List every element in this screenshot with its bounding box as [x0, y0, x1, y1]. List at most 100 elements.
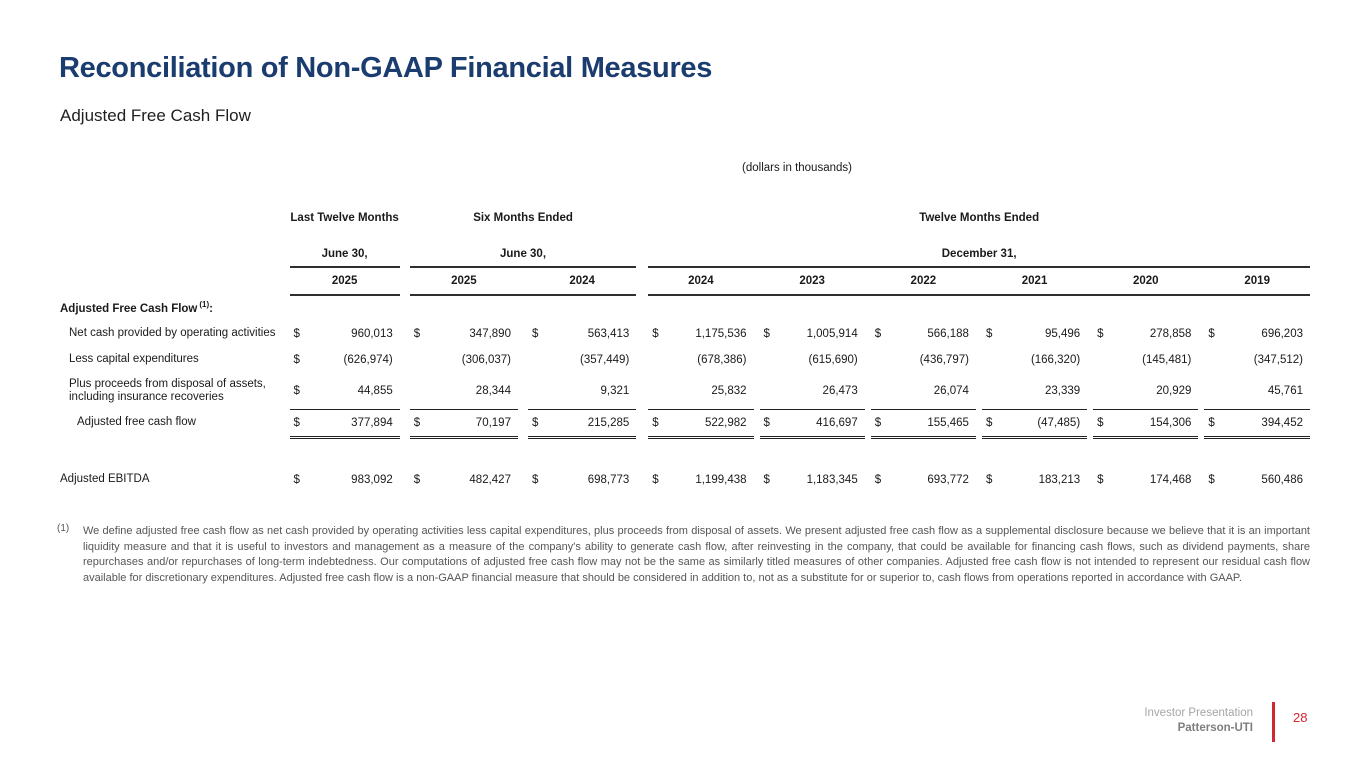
- currency-symbol: $: [1097, 474, 1104, 486]
- year-header: 2021: [981, 267, 1088, 296]
- cell-value: 482,427: [469, 474, 511, 486]
- currency-symbol: $: [293, 384, 300, 397]
- row-label: Adjusted free cash flow: [77, 416, 196, 429]
- spacer-cell: [518, 409, 528, 437]
- spacer-cell: [518, 347, 528, 373]
- year-header: 2024: [528, 267, 637, 296]
- table-row: Plus proceeds from disposal of assets, i…: [60, 373, 1310, 409]
- cell-value: 696,203: [1261, 328, 1303, 340]
- currency-symbol: $: [413, 474, 421, 486]
- cell-value: 26,473: [822, 384, 858, 397]
- currency-symbol: $: [293, 474, 300, 486]
- cell-value: (626,974): [343, 354, 393, 366]
- spacer-cell: [518, 373, 528, 409]
- year-header: 2020: [1093, 267, 1199, 296]
- cell-value: 23,339: [1044, 384, 1081, 397]
- currency-cell-empty: [871, 347, 888, 373]
- cell-value: 693,772: [927, 474, 969, 486]
- spacer-cell: [400, 321, 410, 347]
- spacer-cell: [1087, 267, 1094, 296]
- currency-symbol: $: [413, 328, 421, 340]
- year-header: 2019: [1204, 267, 1310, 296]
- footnote-marker: (1): [57, 523, 70, 534]
- col-group-date: June 30,: [409, 240, 637, 268]
- spacer-cell: [753, 267, 760, 296]
- currency-cell-empty: [982, 347, 999, 373]
- currency-cell-empty: [760, 347, 777, 373]
- spacer-cell: [518, 321, 528, 347]
- currency-cell-empty: [1093, 373, 1110, 409]
- currency-cell-empty: [528, 373, 546, 409]
- year-header: 2025: [409, 267, 518, 296]
- row-label: Less capital expenditures: [69, 353, 199, 366]
- spacer-cell: [400, 373, 410, 409]
- currency-symbol: $: [652, 474, 659, 486]
- spacer-cell: [400, 466, 410, 494]
- currency-cell-empty: [410, 347, 428, 373]
- spacer-cell: [400, 267, 410, 295]
- table-row-total: Adjusted free cash flow $ 377,894 $ 70,1…: [60, 408, 1310, 439]
- spacer-row: [60, 437, 1310, 466]
- section-label: Adjusted Free Cash Flow: [60, 303, 198, 316]
- header-row-years: 2025 2025 2024 2024 2023 2022 2021 2020 …: [60, 267, 1310, 296]
- spacer-cell: [636, 466, 648, 494]
- table-row: Net cash provided by operating activitie…: [60, 321, 1310, 347]
- spacer-cell: [636, 347, 648, 373]
- spacer-cell: [517, 267, 528, 296]
- row-label: Plus proceeds from disposal of assets, i…: [69, 377, 266, 403]
- row-label: Adjusted EBITDA: [60, 473, 150, 486]
- cell-value: 377,894: [307, 408, 400, 439]
- spacer-cell: [636, 373, 648, 409]
- cell-value: 1,175,536: [695, 328, 747, 340]
- currency-symbol: $: [289, 408, 308, 439]
- currency-symbol: $: [293, 328, 300, 340]
- footnote-reference: (1): [199, 300, 210, 310]
- spacer-cell: [864, 267, 871, 296]
- currency-symbol: $: [870, 408, 888, 439]
- spacer-cell: [60, 198, 288, 240]
- cell-value: 1,183,345: [806, 474, 858, 486]
- cell-value: 155,465: [887, 408, 976, 439]
- currency-symbol: $: [763, 328, 770, 340]
- cell-value: 25,832: [711, 384, 747, 397]
- currency-symbol: $: [874, 328, 882, 340]
- spacer-cell: [636, 409, 648, 437]
- spacer-cell: [636, 321, 648, 347]
- cell-value: 1,199,438: [695, 474, 747, 486]
- currency-symbol: $: [652, 328, 659, 340]
- cell-value: 20,929: [1156, 384, 1192, 397]
- currency-symbol: $: [1208, 328, 1215, 340]
- page-title: Reconciliation of Non-GAAP Financial Mea…: [59, 52, 713, 84]
- cell-value: 278,858: [1149, 328, 1192, 340]
- currency-cell-empty: [982, 373, 999, 409]
- currency-symbol: $: [763, 474, 770, 486]
- cell-value: (615,690): [808, 354, 858, 366]
- spacer-cell: [975, 267, 982, 296]
- page-subtitle: Adjusted Free Cash Flow: [60, 106, 251, 125]
- cell-value: 960,013: [351, 328, 393, 340]
- year-header: 2024: [648, 267, 754, 296]
- cell-value: 28,344: [475, 384, 511, 397]
- cell-value: (436,797): [919, 354, 969, 366]
- cell-value: 394,452: [1221, 408, 1310, 439]
- spacer-cell: [400, 198, 410, 240]
- currency-symbol: $: [985, 474, 993, 486]
- col-group-date: December 31,: [648, 240, 1310, 268]
- spacer-cell: [400, 240, 410, 267]
- spacer-cell: [636, 240, 648, 267]
- currency-cell-empty: [648, 373, 665, 409]
- currency-cell-empty: [410, 373, 428, 409]
- currency-cell-empty: [648, 347, 665, 373]
- footnote-text: We define adjusted free cash flow as net…: [83, 525, 1310, 584]
- cell-value: 215,285: [546, 408, 637, 439]
- currency-symbol: $: [528, 408, 547, 439]
- units-note: (dollars in thousands): [742, 162, 852, 174]
- footer-divider: [1272, 702, 1275, 742]
- cell-value: 522,982: [665, 408, 754, 439]
- currency-cell-empty: [871, 373, 888, 409]
- table-row: Less capital expenditures $ (626,974) (3…: [60, 347, 1310, 373]
- currency-symbol: $: [293, 354, 300, 366]
- currency-symbol: $: [985, 328, 993, 340]
- cell-value: 70,197: [427, 408, 518, 439]
